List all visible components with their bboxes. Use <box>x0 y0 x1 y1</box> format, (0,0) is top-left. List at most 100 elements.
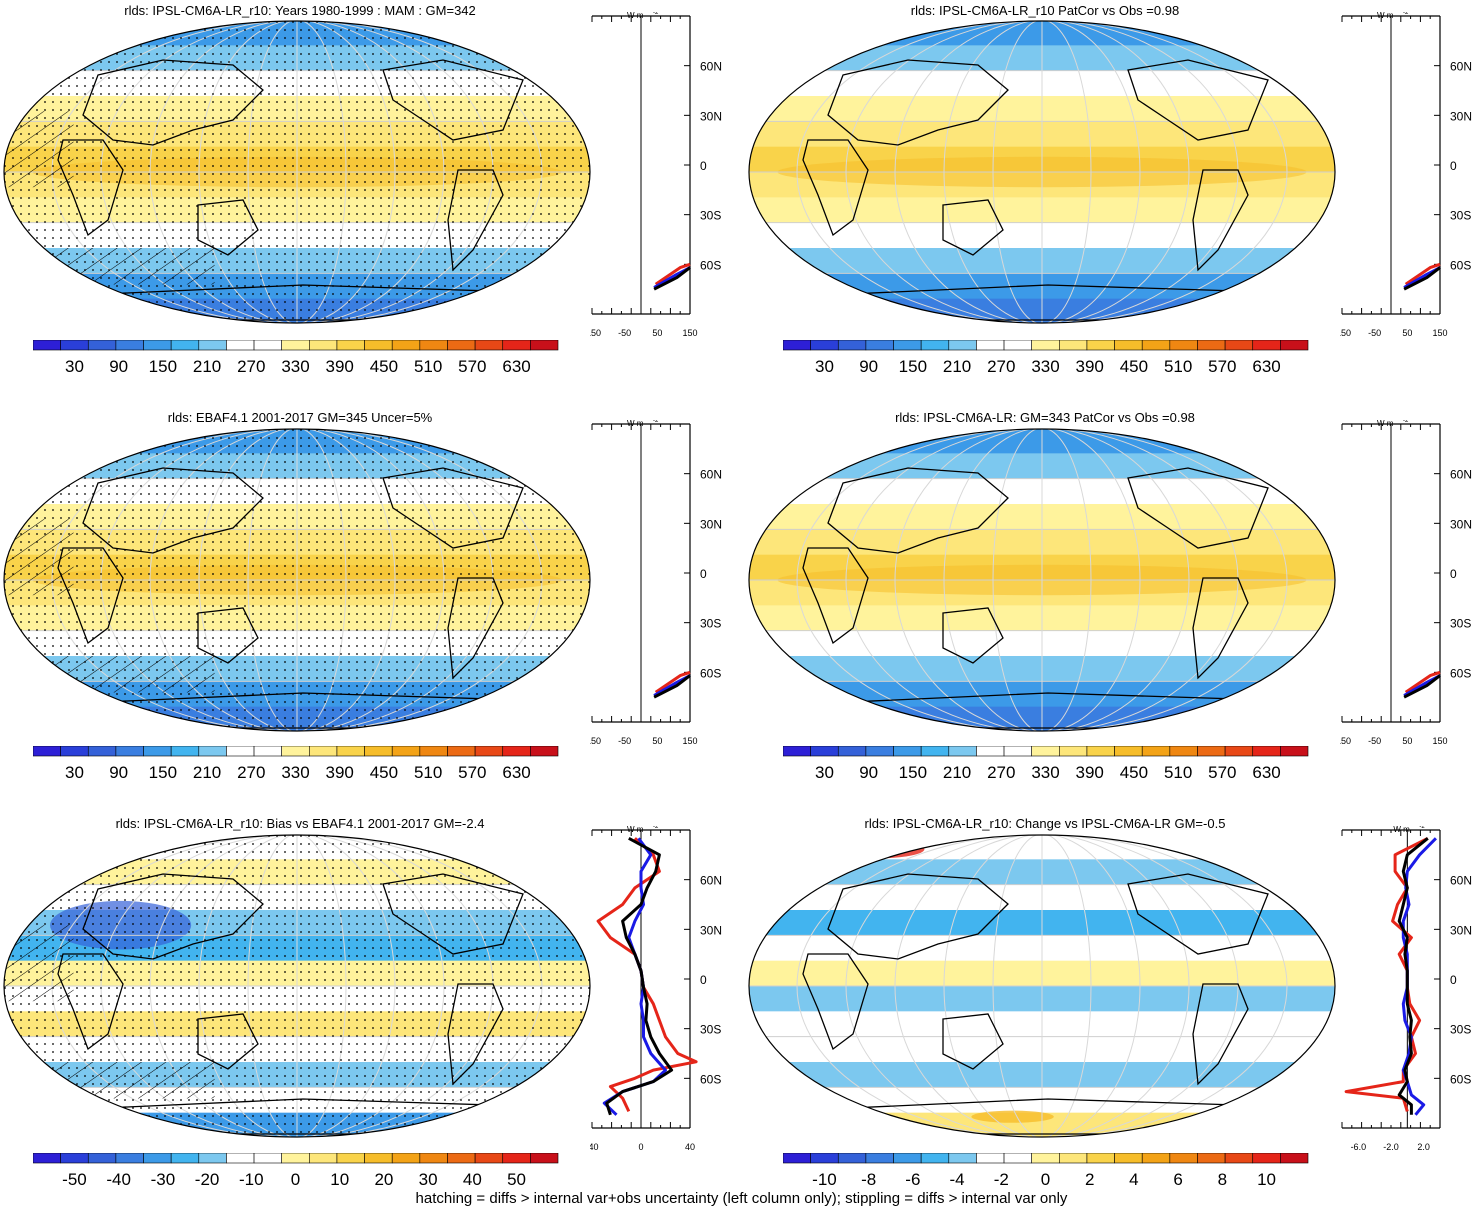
colorbar-label: 90 <box>109 357 128 376</box>
colorbar-swatch <box>60 1153 89 1164</box>
colorbar-swatch <box>419 340 448 351</box>
panel-title: rlds: IPSL-CM6A-LR_r10: Years 1980-1999 … <box>124 3 476 18</box>
colorbar-label: 270 <box>987 763 1015 782</box>
coastline <box>827 467 1009 554</box>
world-map <box>3 428 591 732</box>
colorbar-swatch <box>226 340 255 351</box>
colorbar-label: 8 <box>1218 1170 1227 1189</box>
profile-lat-label: 30N <box>700 517 722 531</box>
panel-title: rlds: EBAF4.1 2001-2017 GM=345 Uncer=5% <box>167 410 433 425</box>
profile-x-tick-label: 150 <box>682 736 697 746</box>
profile-lat-label: 60N <box>700 60 722 74</box>
colorbar-label: 6 <box>1173 1170 1182 1189</box>
colorbar-label: 390 <box>1076 763 1104 782</box>
colorbar-swatch <box>837 1153 867 1164</box>
colorbar-swatch <box>60 746 89 757</box>
colorbar-swatch <box>170 1153 200 1164</box>
meridian-line <box>845 835 1239 1137</box>
meridian-line <box>992 429 1092 731</box>
colorbar-label: 570 <box>1208 763 1236 782</box>
colorbar-swatch <box>87 340 117 351</box>
colorbar-swatch <box>474 340 504 351</box>
colorbar-swatch <box>1280 746 1309 757</box>
zonal-profile: W m -2 60N 30N 0 30S 60S -6.0 -2.0 2.0 <box>1341 826 1472 1152</box>
colorbar-swatch <box>170 746 200 757</box>
colorbar-swatch <box>502 1153 531 1164</box>
colorbar-label: 90 <box>109 763 128 782</box>
map-border <box>748 834 1336 1138</box>
colorbar-swatch <box>810 746 839 757</box>
colorbar-label: 450 <box>370 357 398 376</box>
colorbar: 30 90 150 210 270 330 390 450 510 570 630 <box>33 340 559 376</box>
colorbar-label: -2 <box>994 1170 1009 1189</box>
profile-x-tick-label: 50 <box>652 736 662 746</box>
profile-x-tick-label: 50 <box>1402 736 1412 746</box>
profile-x-tick-label: -2.0 <box>1383 1142 1399 1152</box>
colorbar-swatch <box>33 340 61 351</box>
colorbar-swatch <box>976 340 1005 351</box>
colorbar-label: 330 <box>281 763 309 782</box>
profile-line <box>1404 670 1441 694</box>
meridian-line <box>796 21 1288 323</box>
colorbar-swatch <box>364 340 393 351</box>
colorbar-label: 90 <box>859 357 878 376</box>
colorbar-swatch <box>1114 1153 1143 1164</box>
meridian-line <box>796 429 1288 731</box>
coastline <box>1192 983 1249 1086</box>
colorbar-swatch <box>1169 340 1198 351</box>
colorbar-swatch <box>920 746 950 757</box>
profile-lat-label: 30N <box>700 109 722 123</box>
profile-units: W m <box>1393 826 1410 834</box>
panel-title: rlds: IPSL-CM6A-LR: GM=343 PatCor vs Obs… <box>895 410 1195 425</box>
colorbar-label: 150 <box>899 763 927 782</box>
colorbar-swatch <box>447 746 476 757</box>
footer-note: hatching = diffs > internal var+obs unce… <box>415 1190 1068 1207</box>
profile-lat-label: 60N <box>700 874 722 888</box>
map-border <box>3 834 591 1138</box>
profile-units-exponent: -2 <box>653 826 659 830</box>
profile-lat-label: 30N <box>1450 923 1472 937</box>
colorbar-swatch <box>1169 1153 1198 1164</box>
colorbar-label: 50 <box>507 1170 526 1189</box>
hatch-overlay <box>50 248 215 285</box>
colorbar-swatch <box>115 340 144 351</box>
colorbar-swatch <box>474 1153 504 1164</box>
coastline <box>1192 169 1249 272</box>
colorbar-swatch <box>33 746 61 757</box>
colorbar-label: -8 <box>861 1170 876 1189</box>
profile-line <box>1404 262 1441 286</box>
profile-x-tick-label: -50 <box>1368 328 1381 338</box>
profile-x-tick-label: 2.0 <box>1417 1142 1430 1152</box>
profile-line <box>653 674 691 699</box>
colorbar-label: 150 <box>899 357 927 376</box>
colorbar-label: 570 <box>458 763 486 782</box>
profile-line <box>1403 266 1441 291</box>
profile-x-tick-label: 150 <box>1432 736 1447 746</box>
colorbar-swatch <box>1197 746 1226 757</box>
colorbar-swatch <box>309 1153 338 1164</box>
colorbar-label: 150 <box>149 763 177 782</box>
colorbar-label: 450 <box>1120 763 1148 782</box>
colorbar-swatch <box>336 746 365 757</box>
colorbar-swatch <box>226 746 255 757</box>
colorbar-swatch <box>837 340 867 351</box>
profile-lat-label: 60N <box>1450 60 1472 74</box>
colorbar-swatch <box>198 1153 227 1164</box>
colorbar-label: 40 <box>463 1170 482 1189</box>
colorbar-label: -4 <box>950 1170 965 1189</box>
colorbar-swatch <box>530 340 559 351</box>
profile-lat-label: 30N <box>700 923 722 937</box>
profile-x-tick-label: 50 <box>1402 328 1412 338</box>
profile-lat-label: 60N <box>1450 874 1472 888</box>
profile-lat-label: 0 <box>700 973 707 987</box>
profile-line <box>654 670 691 694</box>
colorbar-swatch <box>419 1153 448 1164</box>
colorbar: -50 -40 -30 -20 -10 0 10 20 30 40 50 <box>33 1153 559 1189</box>
colorbar-label: -30 <box>151 1170 176 1189</box>
profile-units: W m <box>627 420 644 428</box>
hatch-overlay <box>4 111 74 188</box>
colorbar-label: 570 <box>458 357 486 376</box>
world-map <box>748 20 1336 324</box>
colorbar-swatch <box>1280 340 1309 351</box>
colorbar-swatch <box>309 340 338 351</box>
